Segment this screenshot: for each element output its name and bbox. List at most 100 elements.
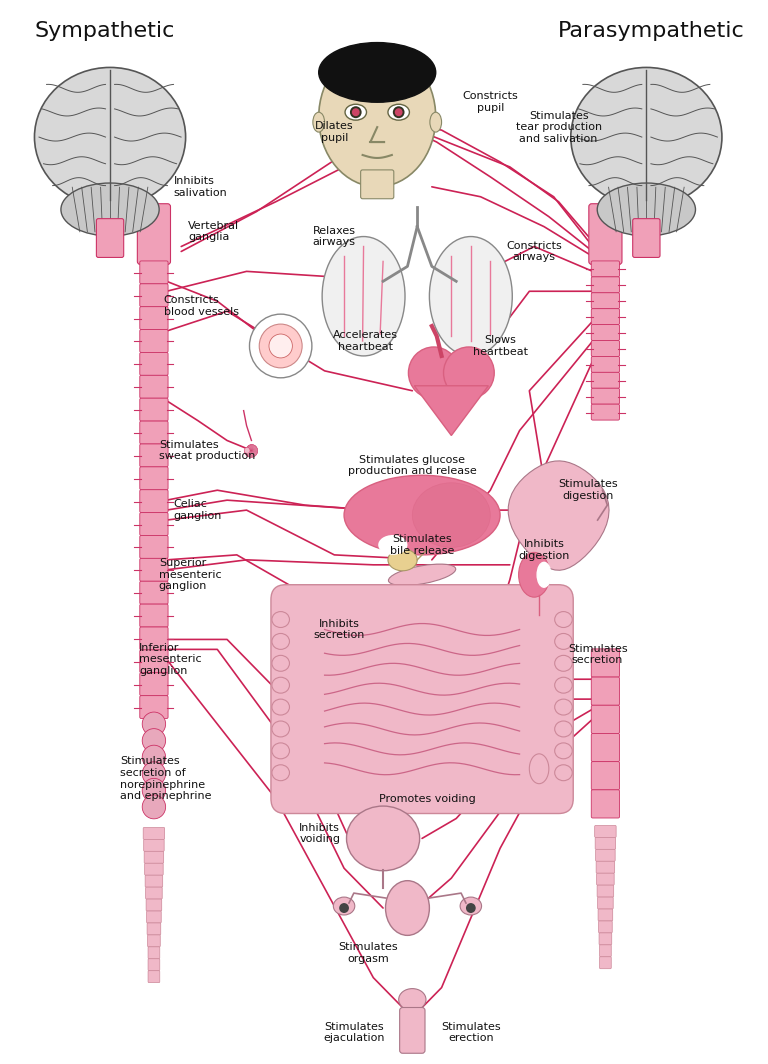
FancyBboxPatch shape bbox=[144, 839, 164, 851]
Circle shape bbox=[249, 445, 255, 450]
Text: Parasympathetic: Parasympathetic bbox=[558, 20, 745, 40]
Ellipse shape bbox=[333, 897, 355, 915]
Text: Relaxes
airways: Relaxes airways bbox=[313, 226, 356, 247]
Circle shape bbox=[250, 448, 256, 454]
Ellipse shape bbox=[554, 699, 572, 715]
Text: Inhibits
secretion: Inhibits secretion bbox=[313, 618, 365, 641]
Text: Stimulates
sweat production: Stimulates sweat production bbox=[159, 439, 255, 461]
Text: Stimulates
ejaculation: Stimulates ejaculation bbox=[323, 1021, 385, 1043]
Ellipse shape bbox=[554, 743, 572, 759]
Circle shape bbox=[142, 762, 166, 785]
Text: Inhibits
digestion: Inhibits digestion bbox=[518, 539, 570, 561]
Ellipse shape bbox=[61, 183, 159, 236]
Text: Constricts
airways: Constricts airways bbox=[506, 240, 562, 262]
Ellipse shape bbox=[554, 721, 572, 737]
Ellipse shape bbox=[571, 67, 722, 206]
Circle shape bbox=[250, 445, 256, 451]
Circle shape bbox=[251, 446, 257, 451]
Text: Vertebral
ganglia: Vertebral ganglia bbox=[188, 220, 239, 243]
FancyBboxPatch shape bbox=[140, 421, 168, 444]
FancyBboxPatch shape bbox=[146, 899, 162, 911]
Text: Inferior
mesenteric
ganglion: Inferior mesenteric ganglion bbox=[139, 643, 202, 676]
FancyBboxPatch shape bbox=[147, 911, 161, 922]
FancyBboxPatch shape bbox=[597, 874, 614, 885]
Circle shape bbox=[247, 445, 253, 451]
Circle shape bbox=[250, 448, 256, 453]
Circle shape bbox=[249, 449, 255, 455]
FancyBboxPatch shape bbox=[589, 203, 622, 265]
Ellipse shape bbox=[272, 743, 290, 759]
Ellipse shape bbox=[554, 765, 572, 781]
Ellipse shape bbox=[345, 104, 366, 120]
Circle shape bbox=[247, 448, 252, 453]
Text: Sympathetic: Sympathetic bbox=[35, 20, 175, 40]
Circle shape bbox=[247, 448, 253, 454]
Circle shape bbox=[247, 448, 252, 454]
Circle shape bbox=[392, 106, 405, 118]
Circle shape bbox=[252, 448, 258, 454]
FancyBboxPatch shape bbox=[591, 340, 620, 356]
Ellipse shape bbox=[430, 112, 442, 132]
Ellipse shape bbox=[554, 655, 572, 671]
Circle shape bbox=[269, 334, 293, 358]
Polygon shape bbox=[508, 461, 609, 570]
Ellipse shape bbox=[272, 699, 290, 715]
Ellipse shape bbox=[554, 678, 572, 693]
Ellipse shape bbox=[319, 48, 435, 187]
Ellipse shape bbox=[272, 765, 290, 781]
Circle shape bbox=[248, 449, 254, 455]
FancyBboxPatch shape bbox=[599, 933, 612, 945]
FancyBboxPatch shape bbox=[97, 218, 124, 257]
Ellipse shape bbox=[399, 988, 426, 1011]
FancyBboxPatch shape bbox=[140, 398, 168, 421]
FancyBboxPatch shape bbox=[399, 1008, 425, 1053]
Ellipse shape bbox=[412, 483, 490, 547]
Circle shape bbox=[252, 448, 258, 453]
FancyBboxPatch shape bbox=[597, 885, 614, 897]
Text: Superior
mesenteric
ganglion: Superior mesenteric ganglion bbox=[159, 559, 221, 592]
FancyBboxPatch shape bbox=[144, 863, 163, 876]
Text: Celiac
ganglion: Celiac ganglion bbox=[174, 499, 222, 521]
Ellipse shape bbox=[344, 476, 500, 555]
Ellipse shape bbox=[429, 236, 512, 356]
FancyBboxPatch shape bbox=[140, 650, 168, 672]
Ellipse shape bbox=[460, 897, 482, 915]
Ellipse shape bbox=[554, 612, 572, 628]
Text: Dilates
pupil: Dilates pupil bbox=[315, 121, 353, 143]
FancyBboxPatch shape bbox=[140, 376, 168, 398]
Text: Stimulates
secretion of
norepinephrine
and epinephrine: Stimulates secretion of norepinephrine a… bbox=[120, 757, 211, 801]
Ellipse shape bbox=[313, 112, 325, 132]
Circle shape bbox=[250, 314, 312, 378]
FancyBboxPatch shape bbox=[591, 388, 620, 404]
FancyBboxPatch shape bbox=[140, 559, 168, 581]
FancyBboxPatch shape bbox=[600, 945, 611, 957]
Circle shape bbox=[142, 779, 166, 802]
Circle shape bbox=[250, 449, 255, 454]
Circle shape bbox=[252, 449, 257, 455]
FancyBboxPatch shape bbox=[147, 922, 161, 935]
Circle shape bbox=[247, 449, 253, 455]
Ellipse shape bbox=[272, 633, 290, 649]
Ellipse shape bbox=[388, 104, 409, 120]
FancyBboxPatch shape bbox=[140, 261, 168, 284]
Circle shape bbox=[251, 450, 257, 455]
Text: Stimulates glucose
production and release: Stimulates glucose production and releas… bbox=[348, 454, 477, 477]
Text: Constricts
pupil: Constricts pupil bbox=[462, 92, 518, 113]
FancyBboxPatch shape bbox=[596, 849, 615, 861]
Ellipse shape bbox=[388, 549, 417, 570]
Circle shape bbox=[350, 106, 362, 118]
FancyBboxPatch shape bbox=[140, 627, 168, 650]
Circle shape bbox=[248, 445, 254, 450]
Circle shape bbox=[251, 446, 257, 452]
FancyBboxPatch shape bbox=[591, 705, 620, 733]
FancyBboxPatch shape bbox=[140, 306, 168, 330]
Ellipse shape bbox=[554, 633, 572, 649]
Circle shape bbox=[247, 451, 253, 458]
Circle shape bbox=[142, 795, 166, 819]
FancyBboxPatch shape bbox=[598, 921, 612, 933]
Ellipse shape bbox=[272, 655, 290, 671]
FancyBboxPatch shape bbox=[598, 909, 613, 921]
Ellipse shape bbox=[389, 564, 455, 585]
Ellipse shape bbox=[319, 43, 435, 102]
Text: Stimulates
orgasm: Stimulates orgasm bbox=[339, 942, 399, 964]
